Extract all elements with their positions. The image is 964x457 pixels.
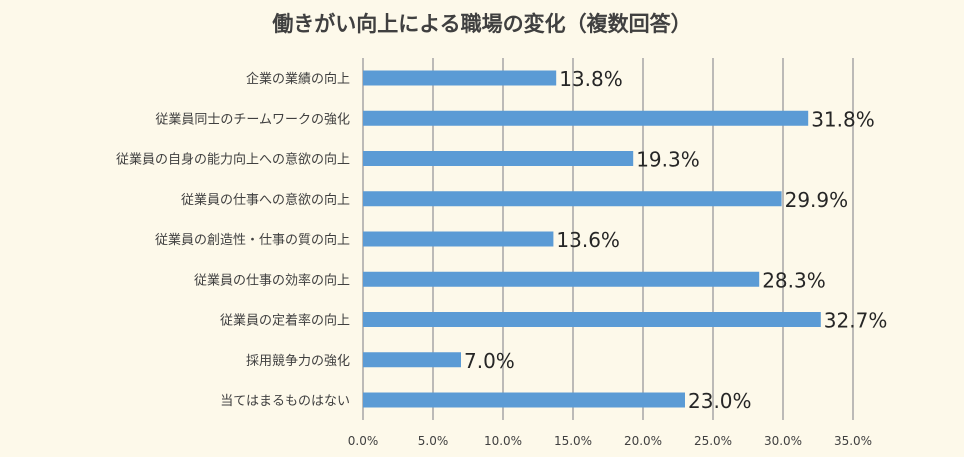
- category-label: 従業員の仕事への意欲の向上: [181, 192, 350, 208]
- data-label: 28.3%: [762, 268, 826, 292]
- data-label: 13.8%: [559, 67, 623, 91]
- category-label: 従業員同士のチームワークの強化: [155, 111, 350, 127]
- data-label: 29.9%: [785, 188, 849, 212]
- x-tick-label: 0.0%: [348, 434, 379, 448]
- category-label: 従業員の定着率の向上: [220, 313, 350, 329]
- bar: [363, 312, 821, 327]
- data-label: 32.7%: [824, 309, 888, 333]
- bar: [363, 392, 685, 408]
- x-tick-label: 30.0%: [764, 434, 802, 448]
- bar: [363, 191, 782, 207]
- category-label: 従業員の仕事の効率の向上: [194, 272, 350, 288]
- x-tick-label: 15.0%: [554, 434, 592, 448]
- chart-title: 働きがい向上による職場の変化（複数回答）: [272, 12, 692, 36]
- data-label: 7.0%: [464, 349, 515, 373]
- category-label: 当てはまるものはない: [220, 394, 350, 409]
- x-tick-label: 10.0%: [484, 434, 522, 448]
- data-label: 19.3%: [636, 148, 700, 172]
- x-tick-label: 5.0%: [418, 434, 449, 448]
- bar: [363, 352, 461, 368]
- bar: [363, 110, 809, 126]
- category-label: 採用競争力の強化: [246, 354, 350, 369]
- x-tick-label: 35.0%: [834, 434, 872, 448]
- data-label: 23.0%: [688, 389, 752, 413]
- category-label: 従業員の自身の能力向上への意欲の向上: [116, 152, 350, 168]
- bar: [363, 231, 554, 247]
- data-label: 31.8%: [811, 107, 875, 131]
- category-label: 企業の業績の向上: [246, 71, 350, 87]
- x-tick-label: 25.0%: [694, 434, 732, 448]
- bar: [363, 70, 557, 86]
- category-label: 従業員の創造性・仕事の質の向上: [155, 232, 350, 248]
- bar: [363, 271, 760, 287]
- bar: [363, 151, 634, 166]
- data-label: 13.6%: [556, 228, 620, 252]
- x-tick-label: 20.0%: [624, 434, 662, 448]
